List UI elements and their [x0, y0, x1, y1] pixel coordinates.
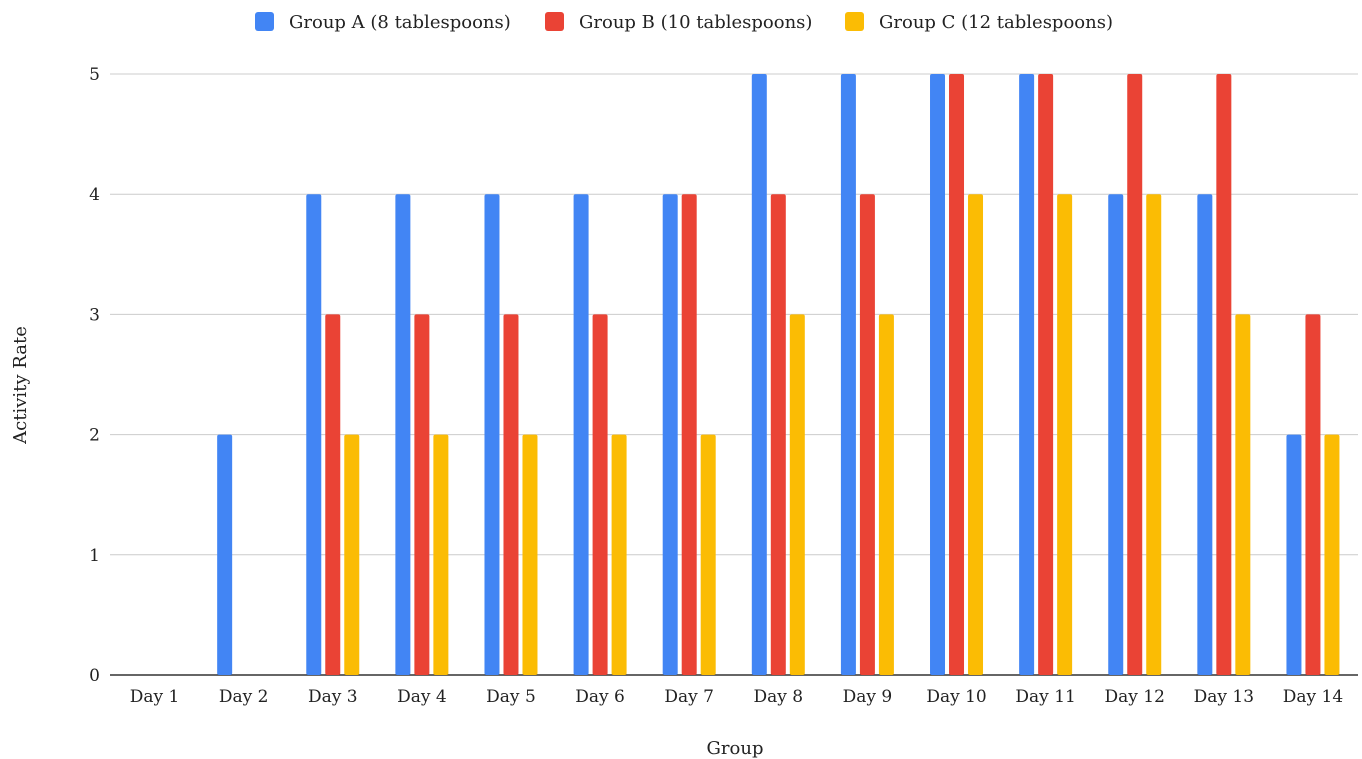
- bar: [1019, 74, 1035, 675]
- y-tick-label: 4: [89, 185, 100, 205]
- legend-swatch: [845, 12, 864, 31]
- bars: [217, 74, 1340, 675]
- bar: [700, 434, 716, 675]
- bar: [414, 314, 430, 675]
- x-tick-label: Day 11: [1015, 687, 1075, 707]
- bar: [1057, 194, 1073, 675]
- y-tick-label: 2: [89, 426, 100, 446]
- x-tick-label: Day 10: [926, 687, 986, 707]
- y-tick-labels: 0 1 2 3 4 5: [89, 65, 100, 686]
- legend-item: Group A (8 tablespoons): [255, 12, 511, 33]
- bar: [325, 314, 341, 675]
- bar: [770, 194, 786, 675]
- x-tick-label: Day 7: [664, 687, 714, 707]
- bar: [681, 194, 697, 675]
- y-axis-title: Activity Rate: [10, 326, 31, 445]
- y-tick-label: 1: [89, 546, 100, 566]
- legend-label: Group C (12 tablespoons): [879, 12, 1113, 33]
- bar: [522, 434, 538, 675]
- x-tick-label: Day 6: [575, 687, 625, 707]
- x-tick-label: Day 8: [754, 687, 804, 707]
- bar: [344, 434, 360, 675]
- x-axis-title: Group: [707, 738, 764, 759]
- bar: [1146, 194, 1162, 675]
- x-tick-label: Day 9: [843, 687, 893, 707]
- x-tick-label: Day 4: [397, 687, 447, 707]
- x-tick-label: Day 2: [219, 687, 269, 707]
- legend-label: Group B (10 tablespoons): [579, 12, 812, 33]
- x-tick-label: Day 14: [1283, 687, 1343, 707]
- gridlines: [110, 73, 1358, 676]
- bar: [751, 74, 767, 675]
- y-tick-label: 5: [89, 65, 100, 85]
- bar: [789, 314, 805, 675]
- legend: Group A (8 tablespoons) Group B (10 table…: [255, 12, 1113, 33]
- x-tick-label: Day 1: [130, 687, 180, 707]
- bar: [1216, 74, 1232, 675]
- bar: [1324, 434, 1340, 675]
- y-tick-label: 0: [89, 666, 100, 686]
- bar: [1235, 314, 1251, 675]
- bar: [662, 194, 678, 675]
- bar: [395, 194, 411, 675]
- bar: [840, 74, 856, 675]
- bar: [433, 434, 449, 675]
- bar: [1038, 74, 1054, 675]
- x-tick-label: Day 3: [308, 687, 358, 707]
- bar: [1197, 194, 1213, 675]
- legend-label: Group A (8 tablespoons): [289, 12, 511, 33]
- bar: [930, 74, 946, 675]
- bar: [592, 314, 608, 675]
- legend-swatch: [255, 12, 274, 31]
- x-tick-label: Day 5: [486, 687, 536, 707]
- bar: [484, 194, 500, 675]
- bar: [306, 194, 322, 675]
- bar: [1108, 194, 1124, 675]
- bar: [573, 194, 589, 675]
- bar: [611, 434, 627, 675]
- legend-swatch: [545, 12, 564, 31]
- x-tick-label: Day 12: [1105, 687, 1165, 707]
- bar: [968, 194, 984, 675]
- bar: [1305, 314, 1321, 675]
- x-tick-labels: Day 1 Day 2 Day 3 Day 4 Day 5 Day 6 Day 7 Day 8…: [130, 687, 1343, 707]
- bar: [949, 74, 965, 675]
- bar: [1286, 434, 1302, 675]
- y-tick-label: 3: [89, 305, 100, 325]
- x-tick-label: Day 13: [1194, 687, 1254, 707]
- legend-item: Group C (12 tablespoons): [845, 12, 1113, 33]
- bar: [878, 314, 894, 675]
- bar: [503, 314, 519, 675]
- bar: [1127, 74, 1143, 675]
- bar: [859, 194, 875, 675]
- legend-item: Group B (10 tablespoons): [545, 12, 812, 33]
- bar: [217, 434, 233, 675]
